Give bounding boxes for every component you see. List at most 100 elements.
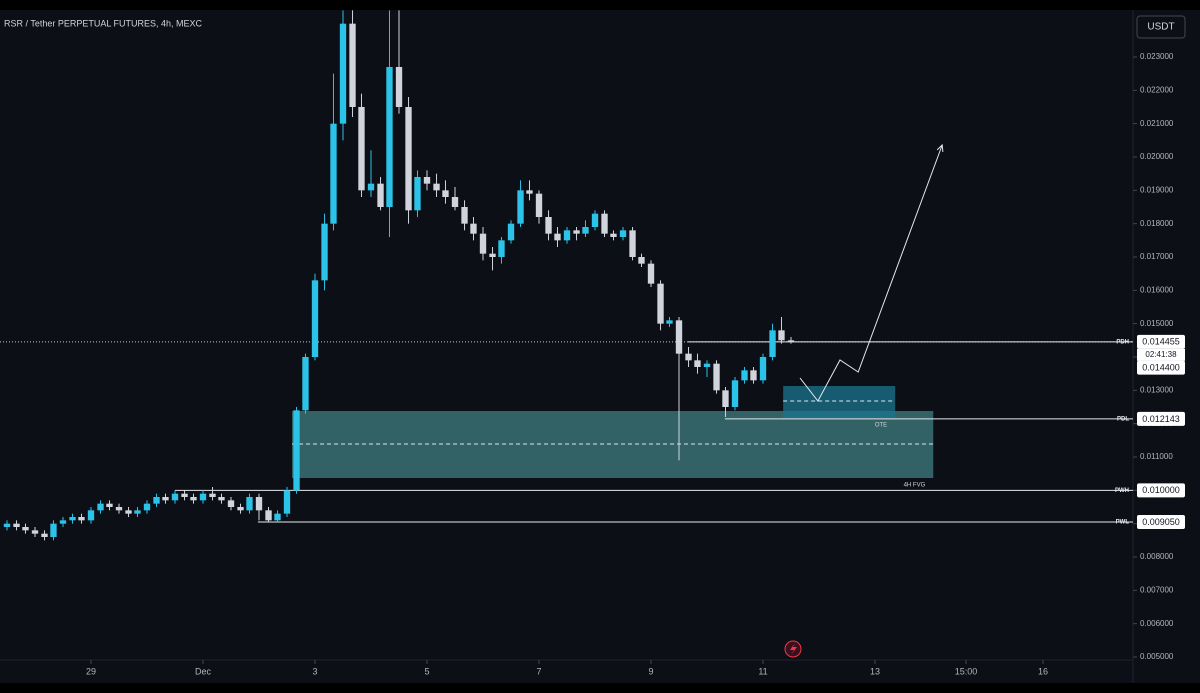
y-tick-label: 0.018000 [1140, 219, 1174, 228]
candle-body [69, 517, 76, 521]
candle-body [778, 330, 785, 341]
x-tick-label: 16 [1038, 666, 1048, 676]
candle-body [115, 507, 123, 511]
candle-body [255, 497, 263, 511]
candle-body [87, 510, 95, 521]
candle-body [685, 353, 692, 361]
candle-body [237, 507, 244, 511]
candle-body [582, 227, 589, 234]
zone [292, 411, 934, 478]
x-tick-label: 7 [536, 666, 541, 676]
candle-body [358, 107, 365, 191]
y-tick-label: 0.023000 [1140, 52, 1174, 61]
y-tick-label: 0.022000 [1140, 85, 1174, 94]
level-price-label: 0.010000 [1142, 485, 1180, 495]
y-tick-label: 0.016000 [1140, 285, 1174, 294]
level-name: PDH [1116, 339, 1129, 345]
zone [783, 386, 896, 418]
candle-body [405, 107, 412, 211]
y-tick-label: 0.011000 [1140, 452, 1173, 461]
candle-body [106, 503, 113, 507]
y-tick-label: 0.015000 [1140, 319, 1174, 328]
currency-label[interactable]: USDT [1147, 22, 1174, 33]
y-tick-label: 0.006000 [1140, 619, 1174, 628]
level-name: PWL [1116, 520, 1130, 526]
candle-body [554, 233, 561, 241]
candle-body [694, 360, 701, 367]
x-tick-label: Dec [195, 666, 212, 676]
zones: 4H FVG OTE [292, 386, 934, 489]
candle-body [722, 390, 729, 407]
zone-label: 4H FVG [904, 483, 926, 489]
x-tick-label: 13 [870, 666, 880, 676]
x-tick-label: 3 [312, 666, 317, 676]
candle-body [573, 230, 580, 234]
candle-body [293, 410, 300, 491]
candle-body [265, 510, 272, 521]
candle-body [349, 23, 356, 108]
chart-title: RSR / Tether PERPETUAL FUTURES, 4h, MEXC [4, 18, 203, 28]
candle-body [31, 530, 39, 534]
candle-body [171, 493, 179, 501]
candle-body [311, 280, 319, 357]
x-tick-label: 5 [424, 666, 429, 676]
x-tick-label: 15:00 [955, 666, 978, 676]
y-tick-label: 0.019000 [1140, 185, 1174, 194]
level-price-label: 0.012143 [1142, 414, 1180, 424]
candle-body [339, 23, 347, 124]
x-tick-label: 29 [86, 666, 96, 676]
level-price-box [1137, 334, 1185, 349]
candle-body [78, 517, 85, 521]
currency-button[interactable] [1136, 15, 1186, 39]
candle-body [629, 230, 636, 257]
candle-body [498, 240, 505, 257]
candle-body [134, 510, 141, 514]
candle-body [731, 380, 739, 407]
candle-body [367, 183, 375, 191]
projection-path [799, 144, 943, 402]
candle-body [41, 533, 48, 537]
candle-body [22, 527, 29, 531]
y-tick-label: 0.020000 [1140, 152, 1174, 161]
candle-body [638, 257, 645, 264]
y-tick-label: 0.007000 [1140, 585, 1174, 594]
candle-body [769, 330, 776, 357]
zone-label: OTE [875, 423, 887, 429]
candle-body [246, 497, 253, 511]
level-price-box [1137, 411, 1185, 426]
candle-body [526, 190, 533, 194]
candle-body [377, 183, 384, 207]
candle-body [218, 497, 225, 501]
candle-body [13, 523, 20, 527]
alert-icon[interactable] [784, 640, 802, 658]
candle-body [395, 67, 403, 107]
candle-body [302, 357, 309, 411]
candle-body [414, 177, 421, 211]
candle-body [190, 497, 197, 501]
candle-body [470, 223, 477, 234]
alert-icon-bolt[interactable] [790, 643, 797, 655]
candle-body [517, 190, 524, 224]
candle-body [545, 217, 552, 234]
candle-body [143, 503, 151, 511]
candle-body [423, 177, 431, 184]
candle-body [153, 497, 160, 504]
candle-body [507, 223, 515, 241]
level-name: PWH [1115, 488, 1129, 494]
candle-body [162, 497, 169, 501]
candle-body [741, 370, 748, 381]
y-tick-label: 0.021000 [1140, 119, 1174, 128]
candle-body [713, 363, 720, 391]
candle-body [787, 340, 795, 342]
candle-body [181, 493, 188, 497]
candle-body [274, 513, 281, 521]
candle-body [619, 230, 627, 237]
candle-body [227, 500, 235, 507]
candle-body [703, 363, 711, 367]
candles [3, 10, 795, 541]
candle-body [321, 223, 328, 281]
candle-body [601, 213, 608, 234]
candle-body [97, 503, 104, 511]
